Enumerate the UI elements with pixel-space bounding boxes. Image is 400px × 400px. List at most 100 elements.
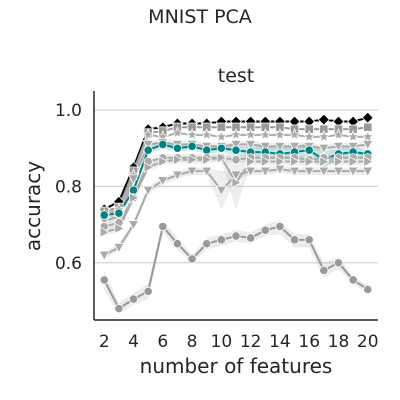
figure-suptitle: MNIST PCA	[148, 6, 252, 28]
data-point	[287, 127, 302, 141]
data-point	[113, 243, 125, 254]
data-point	[201, 166, 213, 178]
data-point	[318, 143, 330, 155]
data-point	[141, 127, 155, 141]
data-point	[158, 155, 169, 168]
confidence-band	[104, 153, 368, 237]
data-point	[127, 174, 140, 185]
data-point	[129, 192, 140, 204]
x-tick-label: 18	[328, 332, 350, 352]
data-point	[244, 166, 257, 178]
data-point	[143, 286, 153, 296]
data-point	[99, 210, 109, 220]
data-point	[331, 127, 346, 141]
data-point	[273, 127, 287, 141]
data-point	[243, 127, 258, 141]
data-point	[258, 127, 272, 141]
data-point	[319, 155, 330, 168]
data-point	[202, 145, 212, 155]
data-point	[274, 141, 286, 153]
data-point	[142, 140, 154, 151]
data-point	[333, 258, 344, 268]
data-point	[143, 145, 153, 155]
data-point	[246, 233, 256, 243]
data-point	[143, 161, 155, 174]
y-tick-label: 1.0	[55, 101, 82, 121]
data-point	[275, 221, 285, 232]
data-point	[303, 166, 315, 178]
data-point	[362, 140, 374, 151]
data-point	[230, 140, 242, 151]
data-point	[318, 166, 330, 178]
y-tick-label: 0.6	[55, 254, 82, 274]
data-point	[289, 235, 300, 245]
data-point	[317, 113, 330, 126]
data-point	[347, 141, 359, 153]
x-axis-label: number of features	[140, 354, 333, 378]
data-point	[172, 143, 183, 153]
data-point	[215, 185, 228, 197]
data-point	[231, 155, 241, 165]
x-tick-label: 12	[240, 332, 262, 352]
data-point	[347, 166, 359, 178]
data-point	[202, 153, 213, 166]
data-point	[288, 141, 301, 153]
confidence-band	[104, 165, 368, 259]
data-point	[304, 155, 316, 168]
data-point	[128, 294, 139, 304]
y-tick-label: 0.8	[55, 177, 82, 197]
data-point	[317, 129, 331, 143]
data-point	[157, 176, 169, 187]
data-point	[304, 235, 314, 245]
data-point	[158, 221, 168, 232]
data-point	[260, 155, 272, 168]
data-point	[290, 155, 301, 168]
data-point	[334, 155, 345, 168]
data-point	[302, 129, 316, 143]
data-point	[158, 139, 168, 150]
axes-title: test	[218, 65, 255, 87]
data-point	[348, 275, 358, 285]
y-axis-label: accuracy	[21, 161, 45, 251]
data-point	[214, 129, 229, 143]
data-point	[363, 284, 373, 295]
data-point	[172, 239, 183, 249]
data-point	[171, 170, 184, 181]
x-tick-label: 8	[187, 332, 198, 352]
data-point	[187, 153, 198, 166]
data-point	[288, 166, 301, 178]
data-point	[304, 145, 314, 155]
x-tick-label: 6	[157, 332, 168, 352]
grid-layer	[94, 109, 378, 264]
data-point	[216, 235, 226, 245]
x-tick-label: 10	[211, 332, 233, 352]
data-point	[229, 127, 243, 141]
data-point	[173, 153, 184, 166]
data-point	[114, 222, 125, 235]
data-point	[362, 166, 374, 178]
data-point	[216, 152, 228, 164]
confidence-band	[104, 220, 368, 315]
data-point	[361, 129, 375, 143]
data-point	[142, 185, 154, 197]
data-point	[332, 166, 345, 178]
data-point	[202, 239, 212, 249]
data-point	[170, 125, 185, 139]
data-point	[260, 225, 270, 235]
data-point	[259, 166, 271, 178]
data-point	[346, 129, 360, 143]
tick-layer: 2 4 6 8 10 12 14 16 18 20 0.6 0.8 1.0	[55, 101, 379, 352]
x-tick-label: 20	[357, 332, 379, 352]
data-point	[259, 141, 271, 153]
x-tick-label: 16	[298, 332, 320, 352]
data-point	[361, 111, 374, 124]
data-point	[216, 143, 226, 153]
x-tick-label: 4	[128, 332, 139, 352]
x-tick-label: 2	[99, 332, 110, 352]
data-point	[200, 127, 214, 141]
x-tick-label: 14	[269, 332, 291, 352]
axis-layer	[93, 91, 378, 321]
data-point	[187, 141, 197, 151]
data-point	[244, 140, 257, 151]
